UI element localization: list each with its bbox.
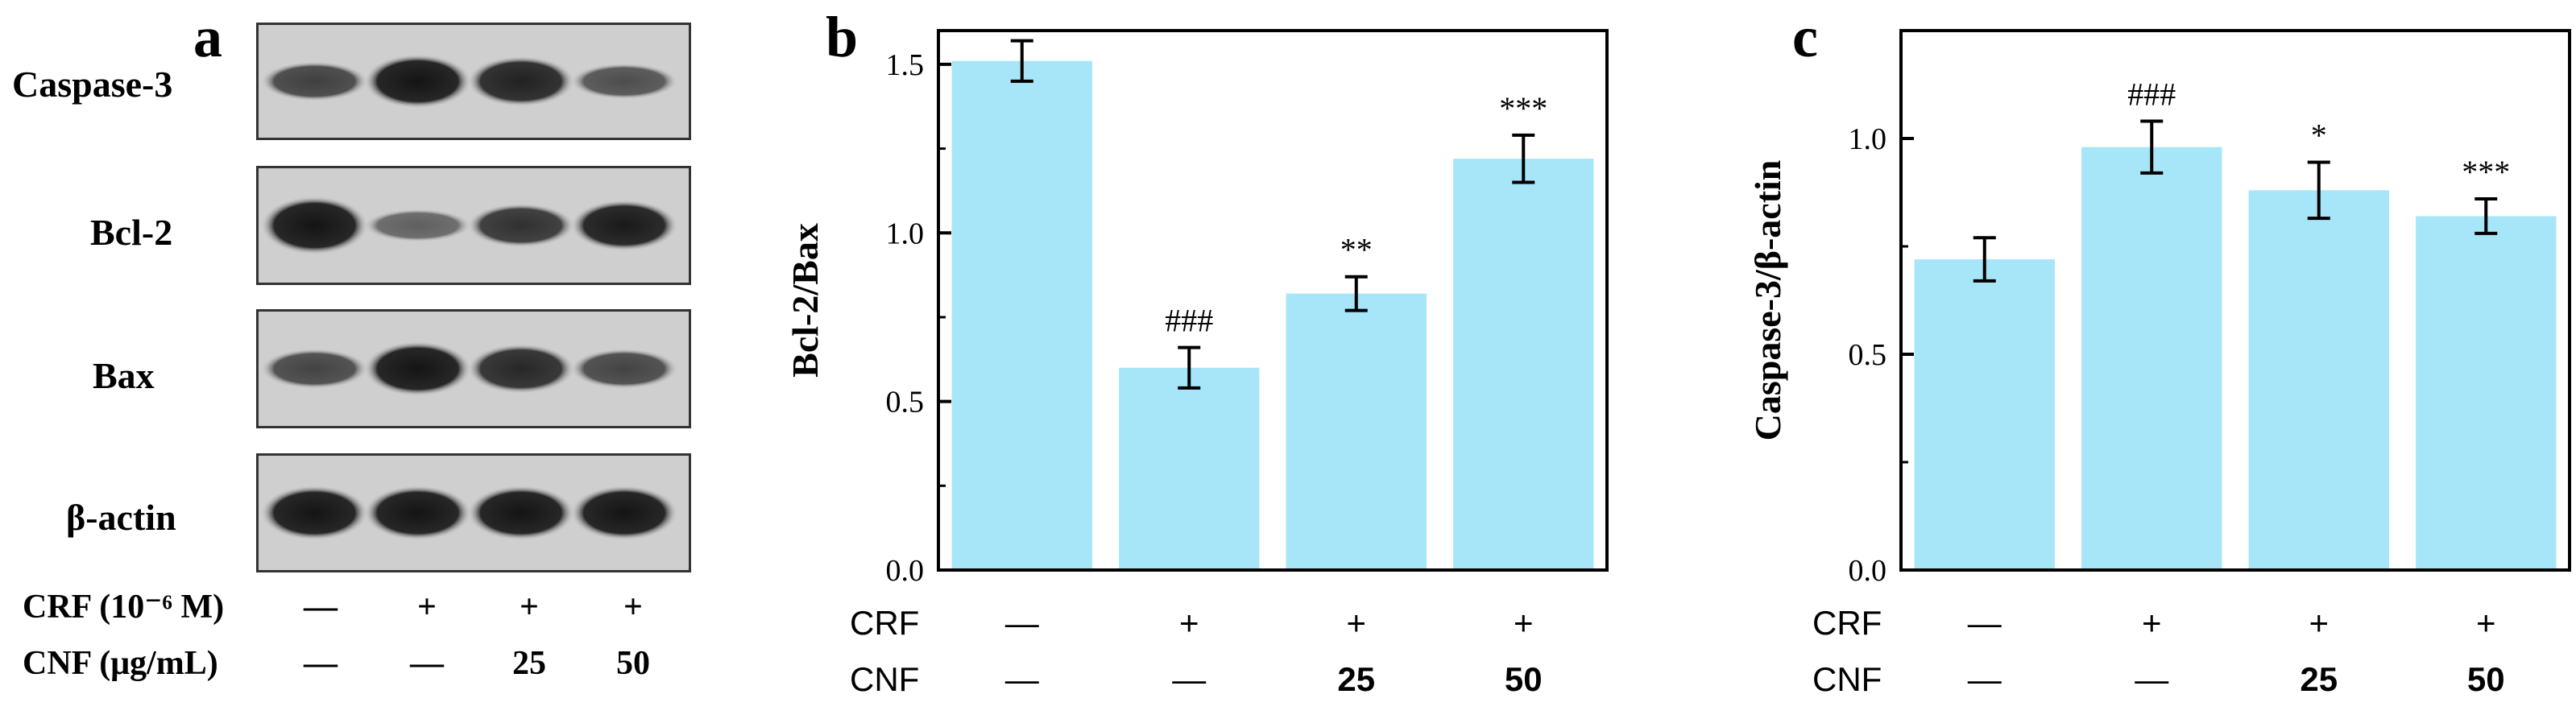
blot-band — [466, 203, 575, 248]
treatment-row-label: CRF — [850, 604, 919, 642]
treatment-value: — — [1968, 604, 2002, 642]
blot-band — [260, 61, 369, 101]
y-tick-label: 1.0 — [1849, 122, 1887, 156]
y-axis-label: Caspase-3/β-actin — [1747, 160, 1788, 441]
treatment-value: + — [2476, 604, 2496, 642]
blot-image-bax — [256, 309, 691, 428]
treatment-value: — — [1172, 660, 1206, 698]
blot-svg — [259, 312, 689, 426]
treatment-value: 25 — [1337, 660, 1375, 698]
y-tick-label: 0.5 — [886, 386, 925, 419]
y-tick-label: 1.0 — [886, 217, 925, 250]
treatment-value: — — [1005, 604, 1039, 642]
bar — [1453, 159, 1594, 570]
blot-label-beta-actin: β-actin — [66, 497, 176, 538]
bar — [1119, 367, 1260, 570]
blot-label-bcl-2: Bcl-2 — [90, 212, 173, 253]
blot-image-beta-actin — [256, 453, 691, 572]
blot-image-caspase-3 — [256, 23, 691, 140]
blot-svg — [259, 25, 689, 138]
blot-band — [466, 485, 575, 541]
blot-band — [570, 349, 678, 389]
y-tick-label: 0.0 — [1849, 554, 1887, 588]
blot-band — [570, 485, 678, 541]
treatment-value: + — [2309, 604, 2329, 642]
treatment-value: — — [2135, 660, 2168, 698]
treatment-value: + — [1346, 604, 1366, 642]
plot-frame — [937, 29, 1609, 572]
y-tick-label: 0.0 — [886, 554, 925, 588]
significance-label: * — [2311, 117, 2327, 153]
blot-band — [363, 54, 472, 109]
treatment-value: + — [1179, 604, 1199, 642]
blot-band — [570, 200, 678, 251]
panel-b-letter: b — [826, 5, 859, 69]
bar — [1286, 293, 1427, 570]
plot-frame — [1899, 29, 2571, 572]
treatment-value: — — [1005, 660, 1039, 698]
treatment-value: + — [2142, 604, 2162, 642]
y-axis-label: Bcl-2/Bax — [785, 223, 826, 378]
treatment-label-crf: CRF (10⁻⁶ M) — [23, 589, 225, 626]
significance-label: ** — [1340, 232, 1373, 268]
significance-label: ### — [2127, 76, 2176, 113]
treatment-value: + — [623, 589, 643, 626]
significance-label: *** — [1499, 90, 1547, 126]
treatment-value: 50 — [2467, 660, 2505, 698]
treatment-value: — — [410, 645, 444, 682]
treatment-value: 25 — [512, 645, 546, 682]
blot-label-caspase-3: Caspase-3 — [12, 64, 173, 105]
treatment-row-label: CRF — [1812, 604, 1882, 642]
bar — [2248, 190, 2389, 570]
treatment-value: — — [304, 645, 338, 682]
treatment-label-cnf: CNF (μg/mL) — [23, 645, 218, 682]
blot-band — [363, 209, 472, 242]
bar — [2416, 216, 2557, 570]
panel-a-letter: a — [193, 5, 222, 69]
bar — [1914, 259, 2055, 570]
significance-label: *** — [2462, 154, 2510, 190]
blot-band — [260, 196, 369, 255]
treatment-value: + — [417, 589, 437, 626]
treatment-value: 50 — [616, 645, 650, 682]
bar — [951, 60, 1092, 570]
treatment-value: — — [1968, 660, 2002, 698]
treatment-row-label: CNF — [850, 660, 919, 698]
blot-svg — [259, 168, 689, 283]
y-tick-label: 1.5 — [886, 48, 925, 82]
treatment-value: 50 — [1505, 660, 1543, 698]
treatment-value: — — [304, 589, 338, 626]
y-tick-label: 0.5 — [1849, 338, 1887, 372]
blot-band — [466, 56, 575, 107]
blot-band — [466, 344, 575, 394]
blot-band — [363, 341, 472, 397]
treatment-value: + — [1514, 604, 1534, 642]
treatment-row-label: CNF — [1812, 660, 1882, 698]
blot-image-bcl-2 — [256, 166, 691, 285]
treatment-value: 25 — [2300, 660, 2338, 698]
blot-band — [260, 349, 369, 389]
blot-band — [363, 485, 472, 541]
panel-c-letter: c — [1792, 5, 1818, 69]
bar — [2081, 147, 2222, 571]
treatment-value: + — [520, 589, 539, 626]
blot-label-bax: Bax — [93, 355, 155, 396]
blot-svg — [259, 456, 689, 570]
blot-band — [260, 485, 369, 541]
significance-label: ### — [1165, 303, 1213, 339]
blot-band — [570, 63, 678, 100]
